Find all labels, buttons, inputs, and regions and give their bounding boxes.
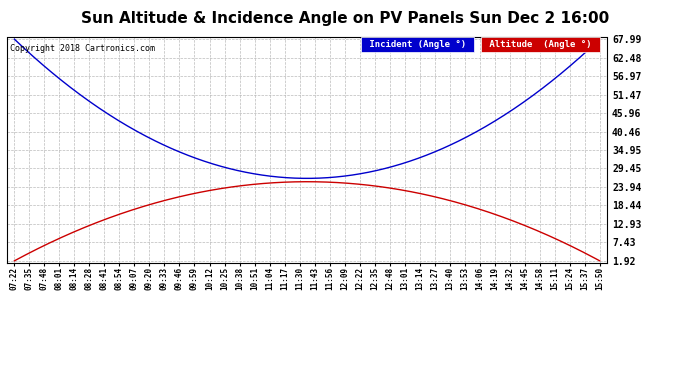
Text: Incident (Angle °): Incident (Angle °) bbox=[364, 40, 471, 49]
Text: Copyright 2018 Cartronics.com: Copyright 2018 Cartronics.com bbox=[10, 44, 155, 53]
Text: Altitude  (Angle °): Altitude (Angle °) bbox=[484, 40, 597, 49]
Text: Sun Altitude & Incidence Angle on PV Panels Sun Dec 2 16:00: Sun Altitude & Incidence Angle on PV Pan… bbox=[81, 11, 609, 26]
